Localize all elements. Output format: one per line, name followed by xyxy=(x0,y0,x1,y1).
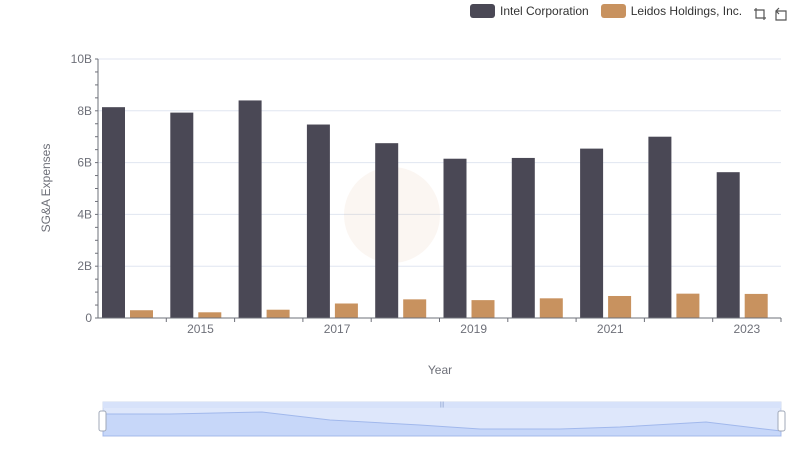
legend-item-intel[interactable]: Intel Corporation xyxy=(470,4,589,18)
bar-leidos-2018[interactable] xyxy=(403,299,427,318)
bar-leidos-2016[interactable] xyxy=(266,309,290,318)
restore-icon[interactable] xyxy=(772,6,788,22)
legend-swatch-intel xyxy=(470,4,495,18)
bars-layer xyxy=(102,100,768,318)
bar-intel-2022[interactable] xyxy=(648,136,672,318)
y-tick-label: 6B xyxy=(77,156,92,170)
x-axis: 2015 2017 2019 2021 2023 xyxy=(98,317,782,336)
bar-leidos-2021[interactable] xyxy=(608,295,632,318)
x-tick-label: 2019 xyxy=(460,322,487,336)
bar-leidos-2022[interactable] xyxy=(676,293,700,318)
y-tick-label: 2B xyxy=(77,259,92,273)
data-zoom-slider[interactable]: ||| xyxy=(98,401,786,437)
bar-leidos-2019[interactable] xyxy=(471,300,495,318)
zoom-icon[interactable] xyxy=(752,6,768,22)
bar-intel-2021[interactable] xyxy=(580,148,604,318)
y-tick-label: 10B xyxy=(71,52,92,66)
bar-intel-2018[interactable] xyxy=(375,143,399,318)
x-tick-label: 2021 xyxy=(597,322,624,336)
bar-leidos-2023[interactable] xyxy=(744,293,768,318)
y-tick-label: 0 xyxy=(85,311,92,325)
bar-intel-2017[interactable] xyxy=(306,124,330,318)
bar-intel-2014[interactable] xyxy=(102,107,125,318)
legend-label-intel: Intel Corporation xyxy=(500,4,589,18)
bar-intel-2016[interactable] xyxy=(238,100,262,318)
x-axis-title: Year xyxy=(428,363,452,377)
slider-handle-right[interactable] xyxy=(777,410,786,432)
bar-intel-2019[interactable] xyxy=(443,158,467,318)
y-tick-label: 8B xyxy=(77,104,92,118)
bar-leidos-2015[interactable] xyxy=(198,312,222,318)
slider-handle-left[interactable] xyxy=(98,410,107,432)
slider-grip-icon[interactable]: ||| xyxy=(440,402,445,408)
bar-leidos-2020[interactable] xyxy=(539,298,563,318)
bar-leidos-2017[interactable] xyxy=(334,303,358,318)
x-tick-label: 2023 xyxy=(733,322,760,336)
y-axis: 0 2B 4B 6B 8B 10B xyxy=(71,52,99,325)
x-tick-label: 2015 xyxy=(187,322,214,336)
slider-preview-area xyxy=(102,411,782,437)
y-tick-label: 4B xyxy=(77,207,92,221)
legend-item-leidos[interactable]: Leidos Holdings, Inc. xyxy=(600,4,743,18)
x-tick-label: 2017 xyxy=(324,322,351,336)
toolbox xyxy=(748,6,788,22)
slider-selected-range[interactable] xyxy=(103,407,781,436)
legend-swatch-leidos xyxy=(600,4,626,18)
legend-label-leidos: Leidos Holdings, Inc. xyxy=(630,4,743,18)
grid-lines xyxy=(98,58,781,319)
bar-intel-2020[interactable] xyxy=(511,157,535,318)
bar-intel-2015[interactable] xyxy=(170,112,194,318)
bar-leidos-2014[interactable] xyxy=(130,310,153,318)
legend: Intel Corporation Leidos Holdings, Inc. xyxy=(470,4,754,18)
bar-intel-2023[interactable] xyxy=(716,172,740,318)
y-axis-title: SG&A Expenses xyxy=(39,144,53,233)
slider-top-bar[interactable] xyxy=(103,402,781,408)
